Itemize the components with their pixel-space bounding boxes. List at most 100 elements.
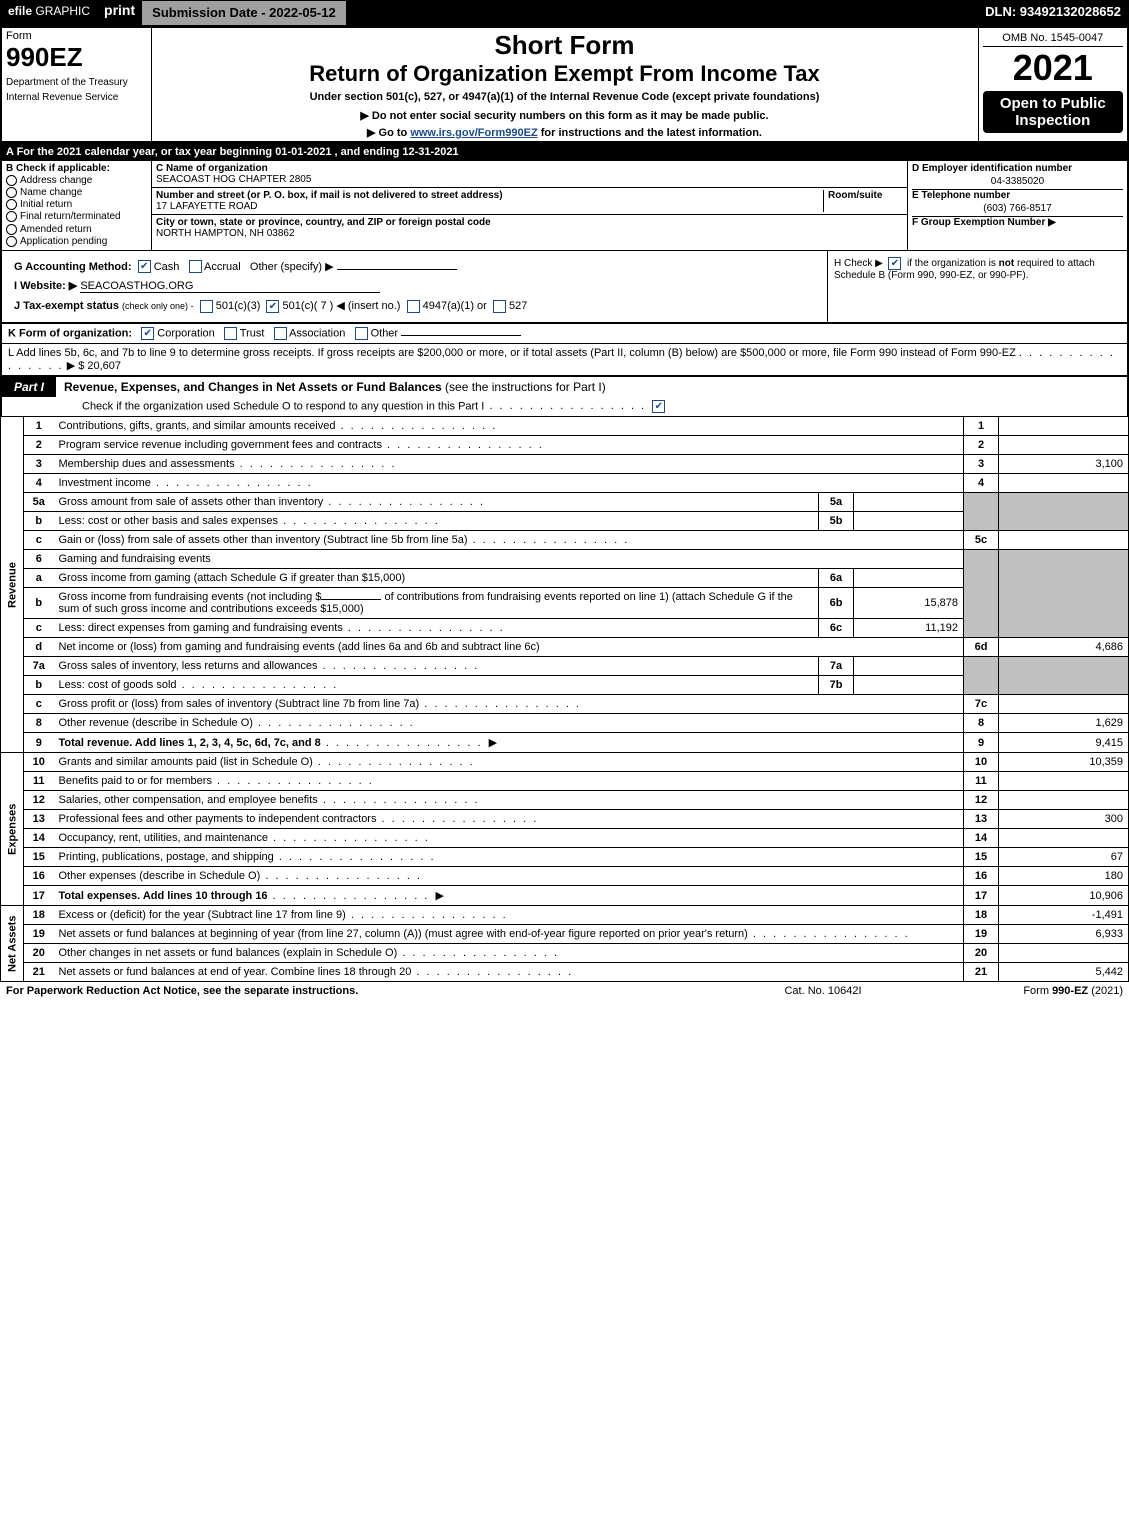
graphic-label: GRAPHIC bbox=[35, 4, 90, 18]
line16-val: 180 bbox=[999, 867, 1129, 886]
part1-header: Part I Revenue, Expenses, and Changes in… bbox=[0, 377, 1129, 397]
chk-corporation[interactable] bbox=[141, 327, 154, 340]
city-value: NORTH HAMPTON, NH 03862 bbox=[156, 228, 491, 239]
city-label: City or town, state or province, country… bbox=[156, 217, 491, 228]
line6a-val bbox=[854, 569, 964, 588]
line13-val: 300 bbox=[999, 810, 1129, 829]
section-i: I Website: ▶ SEACOASTHOG.ORG bbox=[8, 276, 821, 296]
vert-expenses: Expenses bbox=[1, 753, 24, 906]
chk-address-change[interactable]: Address change bbox=[6, 175, 147, 186]
chk-other-org[interactable] bbox=[355, 327, 368, 340]
open-to-public: Open to Public Inspection bbox=[983, 91, 1124, 133]
chk-name-change[interactable]: Name change bbox=[6, 187, 147, 198]
line17-val: 10,906 bbox=[999, 886, 1129, 906]
street-value: 17 LAFAYETTE ROAD bbox=[156, 201, 823, 212]
gross-receipts: 20,607 bbox=[87, 360, 121, 372]
section-h: H Check ▶ if the organization is not req… bbox=[827, 251, 1127, 322]
line18-val: -1,491 bbox=[999, 906, 1129, 925]
line6d-val: 4,686 bbox=[999, 638, 1129, 657]
section-b: B Check if applicable: Address change Na… bbox=[2, 161, 152, 250]
top-bar: efile GRAPHIC print Submission Date - 20… bbox=[0, 0, 1129, 26]
line12-val bbox=[999, 791, 1129, 810]
submission-date: Submission Date - 2022-05-12 bbox=[141, 0, 347, 26]
ein-value: 04-3385020 bbox=[912, 174, 1123, 190]
tax-year: 2021 bbox=[983, 47, 1124, 89]
section-a: A For the 2021 calendar year, or tax yea… bbox=[0, 143, 1129, 161]
chk-accrual[interactable] bbox=[189, 260, 202, 273]
chk-501c3[interactable] bbox=[200, 300, 213, 313]
street-label: Number and street (or P. O. box, if mail… bbox=[156, 190, 503, 201]
goto-line: ▶ Go to www.irs.gov/Form990EZ for instru… bbox=[156, 126, 974, 139]
footer-center: Cat. No. 10642I bbox=[723, 985, 923, 997]
print-button[interactable]: print bbox=[98, 0, 141, 26]
form-table: Form 990EZ Department of the Treasury In… bbox=[0, 26, 1129, 143]
line6c-val: 11,192 bbox=[854, 619, 964, 638]
line15-val: 67 bbox=[999, 848, 1129, 867]
line7b-val bbox=[854, 676, 964, 695]
dln-label: DLN: 93492132028652 bbox=[977, 0, 1129, 26]
chk-cash[interactable] bbox=[138, 260, 151, 273]
chk-amended-return[interactable]: Amended return bbox=[6, 224, 147, 235]
dept-treasury: Department of the Treasury bbox=[6, 77, 147, 88]
line1-val bbox=[999, 417, 1129, 436]
line7c-val bbox=[999, 695, 1129, 714]
part1-grid: Revenue 1 Contributions, gifts, grants, … bbox=[0, 416, 1129, 982]
group-label: F Group Exemption Number ▶ bbox=[912, 217, 1123, 228]
return-title: Return of Organization Exempt From Incom… bbox=[156, 61, 974, 87]
part1-check: Check if the organization used Schedule … bbox=[0, 397, 1129, 416]
form-number: 990EZ bbox=[6, 42, 147, 73]
section-c: C Name of organization SEACOAST HOG CHAP… bbox=[152, 161, 907, 250]
section-k: K Form of organization: Corporation Trus… bbox=[0, 324, 1129, 344]
under-section: Under section 501(c), 527, or 4947(a)(1)… bbox=[156, 91, 974, 103]
chk-application-pending[interactable]: Application pending bbox=[6, 236, 147, 247]
chk-association[interactable] bbox=[274, 327, 287, 340]
line4-val bbox=[999, 474, 1129, 493]
line21-val: 5,442 bbox=[999, 963, 1129, 982]
vert-netassets: Net Assets bbox=[1, 906, 24, 982]
line19-val: 6,933 bbox=[999, 925, 1129, 944]
section-def: D Employer identification number 04-3385… bbox=[907, 161, 1127, 250]
line10-val: 10,359 bbox=[999, 753, 1129, 772]
do-not-enter: ▶ Do not enter social security numbers o… bbox=[156, 109, 974, 122]
chk-initial-return[interactable]: Initial return bbox=[6, 199, 147, 210]
org-name: SEACOAST HOG CHAPTER 2805 bbox=[156, 174, 903, 185]
line6b-val: 15,878 bbox=[854, 588, 964, 619]
phone-label: E Telephone number bbox=[912, 190, 1123, 201]
line8-val: 1,629 bbox=[999, 714, 1129, 733]
efile-label: efile GRAPHIC bbox=[0, 0, 98, 26]
phone-value: (603) 766-8517 bbox=[912, 201, 1123, 217]
line9-val: 9,415 bbox=[999, 733, 1129, 753]
vert-revenue: Revenue bbox=[1, 417, 24, 753]
line3-val: 3,100 bbox=[999, 455, 1129, 474]
irs-link[interactable]: www.irs.gov/Form990EZ bbox=[410, 127, 537, 139]
chk-final-return[interactable]: Final return/terminated bbox=[6, 211, 147, 222]
chk-schedule-o[interactable] bbox=[652, 400, 665, 413]
chk-501c[interactable] bbox=[266, 300, 279, 313]
section-j: J Tax-exempt status (check only one) - 5… bbox=[8, 296, 821, 316]
line20-val bbox=[999, 944, 1129, 963]
chk-4947[interactable] bbox=[407, 300, 420, 313]
line14-val bbox=[999, 829, 1129, 848]
footer-left: For Paperwork Reduction Act Notice, see … bbox=[6, 985, 723, 997]
section-l: L Add lines 5b, 6c, and 7b to line 9 to … bbox=[0, 344, 1129, 377]
line5b-val bbox=[854, 512, 964, 531]
website-value: SEACOASTHOG.ORG bbox=[80, 280, 380, 293]
name-label: C Name of organization bbox=[156, 163, 903, 174]
line11-val bbox=[999, 772, 1129, 791]
chk-h[interactable] bbox=[888, 257, 901, 270]
chk-trust[interactable] bbox=[224, 327, 237, 340]
section-g: G Accounting Method: Cash Accrual Other … bbox=[8, 257, 821, 277]
short-form-title: Short Form bbox=[156, 30, 974, 61]
line2-val bbox=[999, 436, 1129, 455]
line5c-val bbox=[999, 531, 1129, 550]
part1-tab: Part I bbox=[2, 377, 56, 397]
omb-number: OMB No. 1545-0047 bbox=[983, 30, 1124, 47]
form-word: Form bbox=[6, 30, 147, 42]
irs-label: Internal Revenue Service bbox=[6, 92, 147, 103]
ein-label: D Employer identification number bbox=[912, 163, 1123, 174]
room-label: Room/suite bbox=[828, 190, 903, 201]
page-footer: For Paperwork Reduction Act Notice, see … bbox=[0, 982, 1129, 1000]
line7a-val bbox=[854, 657, 964, 676]
chk-527[interactable] bbox=[493, 300, 506, 313]
line5a-val bbox=[854, 493, 964, 512]
